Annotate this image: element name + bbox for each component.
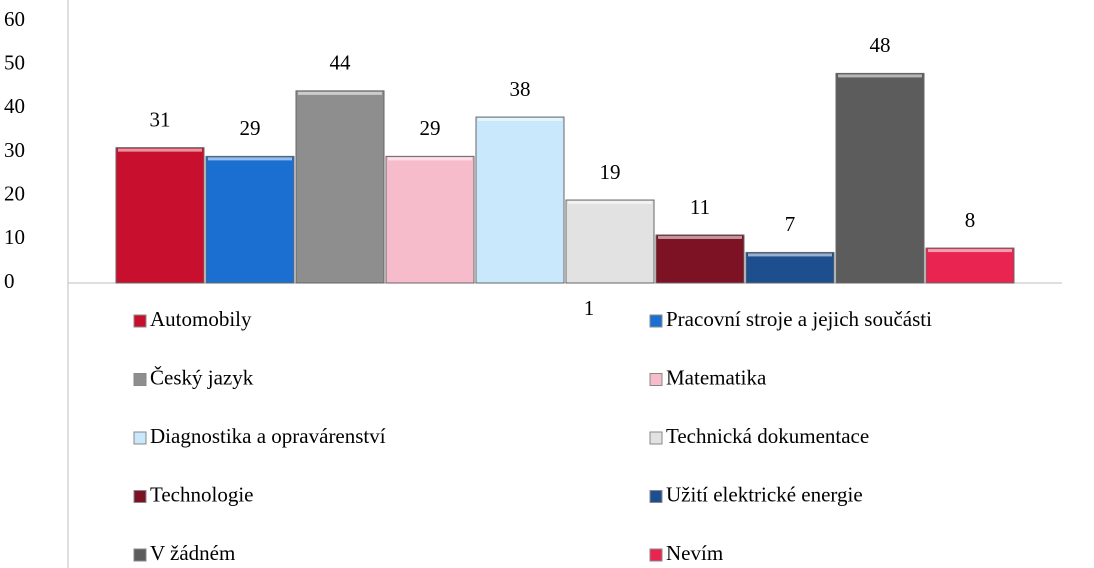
legend-label: Užití elektrické energie	[666, 482, 863, 506]
bar-highlight	[208, 157, 292, 161]
legend-label: V žádném	[150, 541, 235, 565]
value-label: 7	[785, 212, 796, 236]
bar	[385, 155, 475, 284]
legend-swatch	[133, 314, 147, 328]
legend-label: Matematika	[666, 365, 767, 389]
value-label: 29	[240, 116, 261, 140]
legend-swatch	[649, 314, 663, 328]
bar	[655, 234, 745, 284]
bar-highlight	[298, 91, 382, 95]
legend-label: Pracovní stroje a jejich součásti	[666, 307, 932, 331]
legend-swatch	[649, 431, 663, 445]
legend-swatch	[133, 431, 147, 445]
bar	[745, 251, 835, 284]
legend-label: Technická dokumentace	[666, 424, 869, 448]
y-tick-label: 10	[4, 225, 25, 249]
legend-swatch	[649, 548, 663, 562]
legend-swatch	[133, 548, 147, 562]
bar-highlight	[118, 148, 202, 152]
bar-highlight	[838, 74, 922, 78]
bar-highlight	[568, 201, 652, 205]
bar	[205, 155, 295, 284]
bar-highlight	[658, 235, 742, 239]
legend-label: Český jazyk	[150, 365, 254, 389]
value-label: 11	[690, 195, 710, 219]
bar	[475, 116, 565, 284]
y-tick-label: 40	[4, 94, 25, 118]
value-label: 8	[965, 208, 976, 232]
value-label: 38	[510, 77, 531, 101]
bar-highlight	[928, 249, 1012, 253]
x-tick-label: 1	[584, 296, 595, 320]
legend-swatch	[649, 373, 663, 386]
bar	[925, 247, 1015, 284]
value-label: 48	[870, 33, 891, 57]
value-label: 29	[420, 116, 441, 140]
value-label: 31	[150, 107, 171, 131]
value-label: 44	[330, 51, 352, 75]
bar	[565, 199, 655, 284]
y-tick-label: 20	[4, 181, 25, 205]
legend-label: Diagnostika a opravárenství	[150, 424, 386, 448]
legend-swatch	[649, 490, 663, 503]
legend-label: Nevím	[666, 541, 723, 565]
bar	[295, 90, 385, 284]
bar	[835, 72, 925, 284]
legend-label: Technologie	[150, 482, 254, 506]
y-tick-label: 30	[4, 138, 25, 162]
bar	[115, 147, 205, 284]
value-label: 19	[600, 160, 621, 184]
bar-highlight	[478, 118, 562, 122]
bar-highlight	[748, 253, 832, 257]
legend-swatch	[133, 373, 147, 386]
y-tick-label: 0	[4, 269, 15, 293]
y-tick-label: 50	[4, 50, 25, 74]
legend-label: Automobily	[150, 307, 252, 331]
bar-highlight	[388, 157, 472, 161]
y-tick-label: 60	[4, 7, 25, 31]
legend-swatch	[133, 490, 147, 503]
